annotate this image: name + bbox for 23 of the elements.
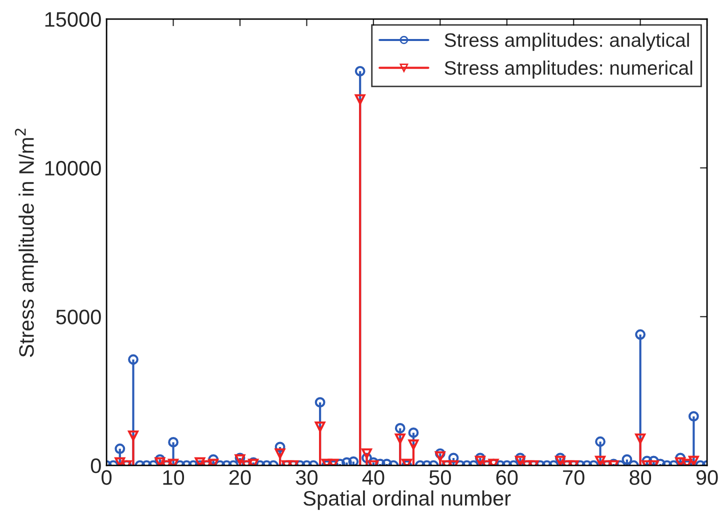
- y-tick-label: 0: [90, 458, 101, 474]
- point: [354, 94, 366, 105]
- x-tick-label: 50: [429, 470, 451, 485]
- x-tick-label: 70: [563, 470, 584, 485]
- x-axis-title: Spatial ordinal number: [304, 490, 511, 510]
- x-tick-label: 0: [102, 470, 112, 485]
- x-tick-label: 90: [696, 470, 718, 485]
- x-tick-label: 10: [163, 470, 184, 485]
- x-tick-label: 60: [496, 470, 518, 485]
- point: [675, 457, 686, 466]
- x-tick-label: 80: [630, 470, 652, 485]
- x-tick-label: 30: [296, 470, 318, 485]
- legend-label: Stress amplitudes: analytical: [444, 32, 689, 51]
- point: [114, 457, 126, 466]
- x-tick-label: 20: [229, 470, 251, 485]
- point: [154, 457, 166, 466]
- y-axis-title: Stress amplitude in N/m$^{2}$: [14, 128, 38, 357]
- y-tick-label: 10000: [45, 160, 101, 176]
- y-tick-label: 15000: [45, 12, 101, 27]
- point: [194, 457, 206, 466]
- y-tick-label: 5000: [56, 310, 101, 324]
- legend-label: Stress amplitudes: numerical: [444, 60, 692, 79]
- x-tick-label: 40: [362, 470, 384, 485]
